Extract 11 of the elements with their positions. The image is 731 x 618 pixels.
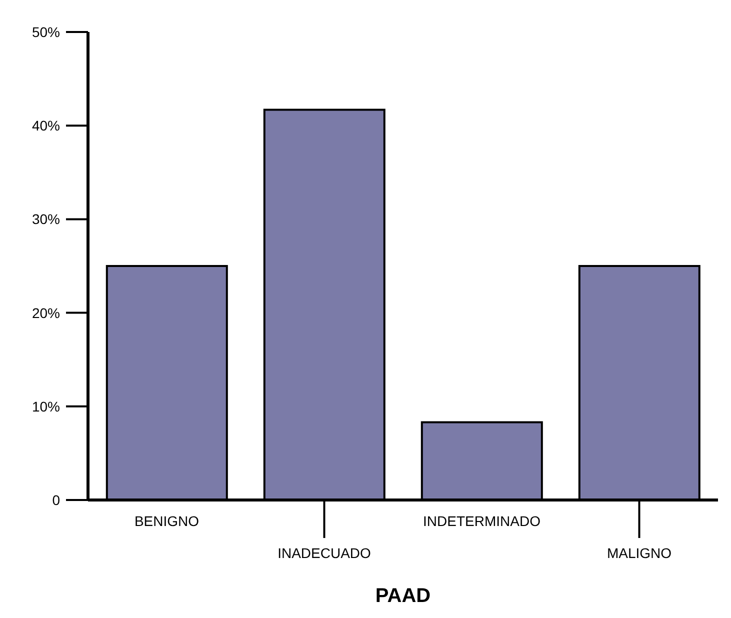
x-tick-label: MALIGNO bbox=[606, 545, 672, 561]
x-tick-label: BENIGNO bbox=[134, 513, 200, 529]
y-tick-label: 20% bbox=[32, 304, 60, 321]
y-tick-label: 50% bbox=[32, 24, 60, 40]
y-tick-label: 10% bbox=[32, 398, 60, 414]
y-tick-label: 40% bbox=[32, 118, 60, 134]
y-tick-label: 0 bbox=[52, 492, 60, 508]
y-tick-label: 30% bbox=[32, 211, 60, 228]
x-axis-title: PAAD bbox=[375, 585, 431, 607]
x-tick-label: INADECUADO bbox=[278, 545, 372, 561]
x-tick-label: INDETERMINADO bbox=[423, 513, 541, 529]
